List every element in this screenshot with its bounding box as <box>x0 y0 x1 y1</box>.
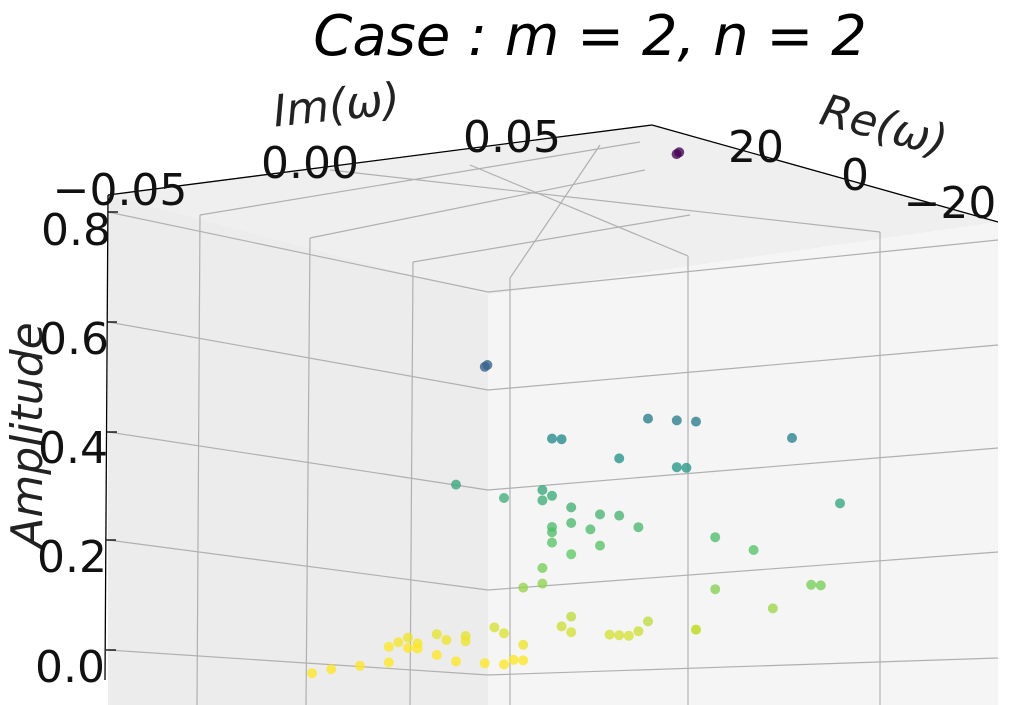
data-point <box>460 636 471 647</box>
data-point <box>403 643 413 653</box>
data-point <box>499 659 509 670</box>
data-point <box>556 434 567 445</box>
data-point <box>643 413 653 424</box>
y-tick-label: 0.05 <box>463 112 561 163</box>
data-point <box>671 462 682 473</box>
z-tick-label: 0.6 <box>39 314 109 365</box>
data-point <box>393 637 404 648</box>
data-point <box>518 639 529 650</box>
data-point <box>671 415 682 426</box>
y-tick-label: −0.05 <box>53 165 188 216</box>
data-point <box>537 578 548 589</box>
data-point <box>482 360 493 370</box>
data-point <box>595 509 605 520</box>
data-point <box>451 656 461 667</box>
data-point <box>674 147 685 158</box>
data-point <box>815 580 826 591</box>
data-point <box>547 527 557 538</box>
chart-title: Case : m = 2, n = 2 <box>313 4 866 69</box>
data-point <box>614 453 625 464</box>
data-point <box>326 664 337 675</box>
data-point <box>835 498 845 509</box>
data-point <box>518 582 529 593</box>
data-point <box>518 655 529 666</box>
data-point <box>633 522 644 533</box>
data-point <box>556 621 567 632</box>
data-point <box>633 626 644 637</box>
x-tick-label: 0 <box>841 150 869 201</box>
data-point <box>383 641 394 652</box>
axes <box>104 124 999 681</box>
y-axis-label: Im(ω) <box>271 74 403 138</box>
data-point <box>537 485 548 495</box>
data-point <box>307 668 317 679</box>
data-point <box>383 657 394 668</box>
grid <box>107 141 999 705</box>
x-tick-labels: 20 0 −20 <box>728 122 996 229</box>
data-point <box>537 563 548 573</box>
data-point <box>806 579 817 590</box>
data-point <box>479 658 490 669</box>
data-point <box>585 524 596 535</box>
data-point <box>355 660 365 671</box>
z-tick-label: 0.0 <box>35 642 105 693</box>
z-tick-marks <box>106 211 118 651</box>
data-point <box>566 611 577 622</box>
data-point <box>614 630 625 641</box>
data-point <box>595 540 605 551</box>
data-point <box>787 433 797 443</box>
data-point <box>623 630 634 641</box>
data-point <box>767 603 778 614</box>
data-point <box>547 537 557 548</box>
data-point <box>547 490 557 501</box>
data-point <box>431 629 442 640</box>
data-point <box>508 654 519 665</box>
data-point <box>566 518 577 528</box>
z-tick-label: 0.8 <box>41 205 111 256</box>
data-point <box>691 416 701 427</box>
y-tick-labels: −0.05 0.00 0.05 <box>53 112 561 216</box>
z-tick-label: 0.4 <box>38 423 108 474</box>
y-tick-label: 0.00 <box>261 138 359 189</box>
data-point <box>441 635 452 645</box>
top-pane <box>108 125 998 295</box>
data-point <box>431 650 442 660</box>
z-tick-label: 0.2 <box>37 532 107 583</box>
data-point <box>614 510 625 521</box>
x-tick-label: −20 <box>904 178 997 229</box>
data-point <box>489 622 500 633</box>
data-point <box>566 627 577 638</box>
data-points <box>307 147 845 679</box>
data-point <box>499 493 509 503</box>
data-point <box>681 462 692 473</box>
data-point <box>566 549 577 560</box>
z-tick-labels: 0.0 0.2 0.4 0.6 0.8 <box>35 205 111 693</box>
data-point <box>499 628 509 639</box>
data-point <box>691 624 701 635</box>
data-point <box>748 545 759 555</box>
data-point <box>566 502 577 513</box>
data-point <box>710 532 721 543</box>
data-point <box>403 632 413 643</box>
right-pane <box>488 222 998 705</box>
data-point <box>412 643 423 654</box>
data-point <box>451 479 461 490</box>
data-point <box>643 616 653 627</box>
z-axis-label: Amplitude <box>2 322 53 550</box>
data-point <box>710 584 721 595</box>
data-point <box>547 433 557 444</box>
x-axis-label: Re(ω) <box>815 85 953 168</box>
data-point <box>604 629 615 640</box>
data-point <box>537 495 548 506</box>
x-tick-label: 20 <box>728 122 784 173</box>
